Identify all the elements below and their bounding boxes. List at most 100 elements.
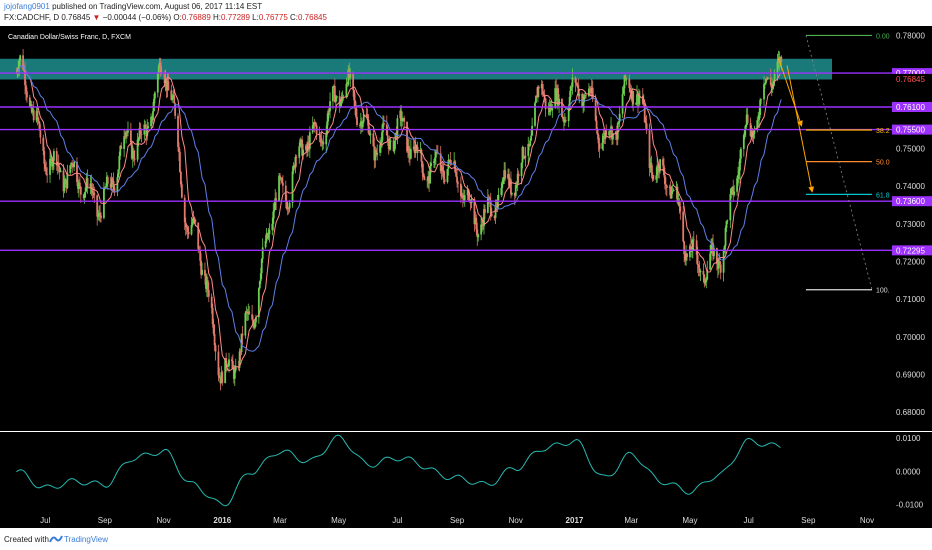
candle-body xyxy=(522,147,525,158)
candle-body xyxy=(484,209,486,213)
candle-body xyxy=(228,359,230,366)
candle-body xyxy=(285,201,288,209)
candle-body xyxy=(704,282,707,284)
candle-body xyxy=(204,269,206,276)
open-value: 0.76889 xyxy=(181,13,211,22)
candle-body xyxy=(90,183,93,188)
candle-body xyxy=(753,128,756,134)
candle-body xyxy=(374,150,377,161)
candle-body xyxy=(44,163,47,169)
candle-body xyxy=(718,260,721,265)
candle-body xyxy=(306,145,308,150)
candle-body xyxy=(657,165,660,171)
candle-body xyxy=(258,281,261,289)
candle-body xyxy=(362,114,365,122)
author-link[interactable]: jojofang0901 xyxy=(4,2,50,11)
chart-title: Canadian Dollar/Swiss Franc, D, FXCM xyxy=(8,34,131,41)
candle-body xyxy=(394,132,397,141)
candle-body xyxy=(72,165,75,168)
candle-body xyxy=(590,87,593,93)
candle-body xyxy=(746,114,749,123)
candle-body xyxy=(439,153,442,172)
candle-body xyxy=(365,114,368,117)
candle-body xyxy=(120,145,123,149)
candle-body xyxy=(173,95,176,104)
osc-y-tick-label: 0.0100 xyxy=(896,434,921,443)
candle-body xyxy=(536,86,539,98)
candle-body xyxy=(382,123,384,133)
candle-body xyxy=(294,156,297,168)
candle-body xyxy=(79,186,82,195)
candle-body xyxy=(750,131,753,137)
candle-body xyxy=(109,183,112,188)
candle-body xyxy=(625,78,628,80)
candle-body xyxy=(542,94,545,97)
candle-body xyxy=(763,84,765,100)
candle-body xyxy=(712,242,714,257)
x-tick-label: Mar xyxy=(273,516,287,525)
level-price-tag xyxy=(892,245,932,256)
candle-body xyxy=(210,296,213,308)
level-price-label: 0.77000 xyxy=(896,69,925,78)
candle-body xyxy=(257,288,260,318)
candle-body xyxy=(527,143,530,156)
candle-body xyxy=(69,165,72,173)
candle-body xyxy=(170,90,173,100)
level-price-label: 0.73600 xyxy=(896,197,925,206)
candle-body xyxy=(443,178,446,183)
candle-body xyxy=(63,183,66,192)
candle-body xyxy=(710,244,712,254)
candle-body xyxy=(699,270,702,273)
candle-body xyxy=(321,141,324,143)
candle-body xyxy=(312,122,315,126)
candle-body xyxy=(703,274,706,284)
candle-body xyxy=(186,227,189,232)
candle-body xyxy=(446,168,449,183)
candle-body xyxy=(136,139,139,160)
candle-body xyxy=(116,177,119,192)
candle-body xyxy=(676,186,679,203)
candle-body xyxy=(372,133,375,147)
candle-body xyxy=(434,151,437,158)
y-tick-label: 0.78000 xyxy=(896,31,925,40)
candle-body xyxy=(692,239,695,241)
candle-body xyxy=(531,125,534,136)
candle-body xyxy=(486,197,489,213)
candle-body xyxy=(645,123,648,131)
candle-body xyxy=(386,135,389,140)
price-chart[interactable]: Canadian Dollar/Swiss Franc, D, FXCM 0.00… xyxy=(0,26,932,528)
candle-body xyxy=(82,194,85,199)
candle-body xyxy=(376,152,379,155)
last-price: 0.76845 xyxy=(61,13,91,22)
candle-body xyxy=(267,234,270,239)
candle-body xyxy=(305,145,307,150)
candle-body xyxy=(347,69,350,85)
candle-body xyxy=(475,217,478,230)
fib-level-label: 38.2 xyxy=(876,128,890,135)
chart-header: jojofang0901 published on TradingView.co… xyxy=(0,0,932,26)
candle-body xyxy=(110,178,113,188)
candle-body xyxy=(669,186,672,199)
candle-body xyxy=(224,358,227,384)
candle-body xyxy=(770,85,773,89)
candle-body xyxy=(92,192,95,194)
candle-body xyxy=(463,195,466,201)
candle-body xyxy=(656,165,659,176)
candle-body xyxy=(24,70,26,86)
candle-body xyxy=(489,200,492,214)
candle-body xyxy=(268,229,271,235)
candle-body xyxy=(51,158,53,167)
candle-body xyxy=(358,124,361,126)
candle-body xyxy=(723,245,726,251)
candle-body xyxy=(603,136,606,139)
candle-body xyxy=(218,375,221,378)
candle-body xyxy=(649,162,652,168)
candle-body xyxy=(724,227,727,246)
candle-body xyxy=(381,132,383,143)
candle-body xyxy=(507,174,509,179)
candle-body xyxy=(689,245,691,258)
candle-body xyxy=(238,351,241,368)
tradingview-brand-link[interactable]: TradingView xyxy=(64,535,109,544)
candle-body xyxy=(73,161,75,168)
candle-body xyxy=(399,110,402,119)
